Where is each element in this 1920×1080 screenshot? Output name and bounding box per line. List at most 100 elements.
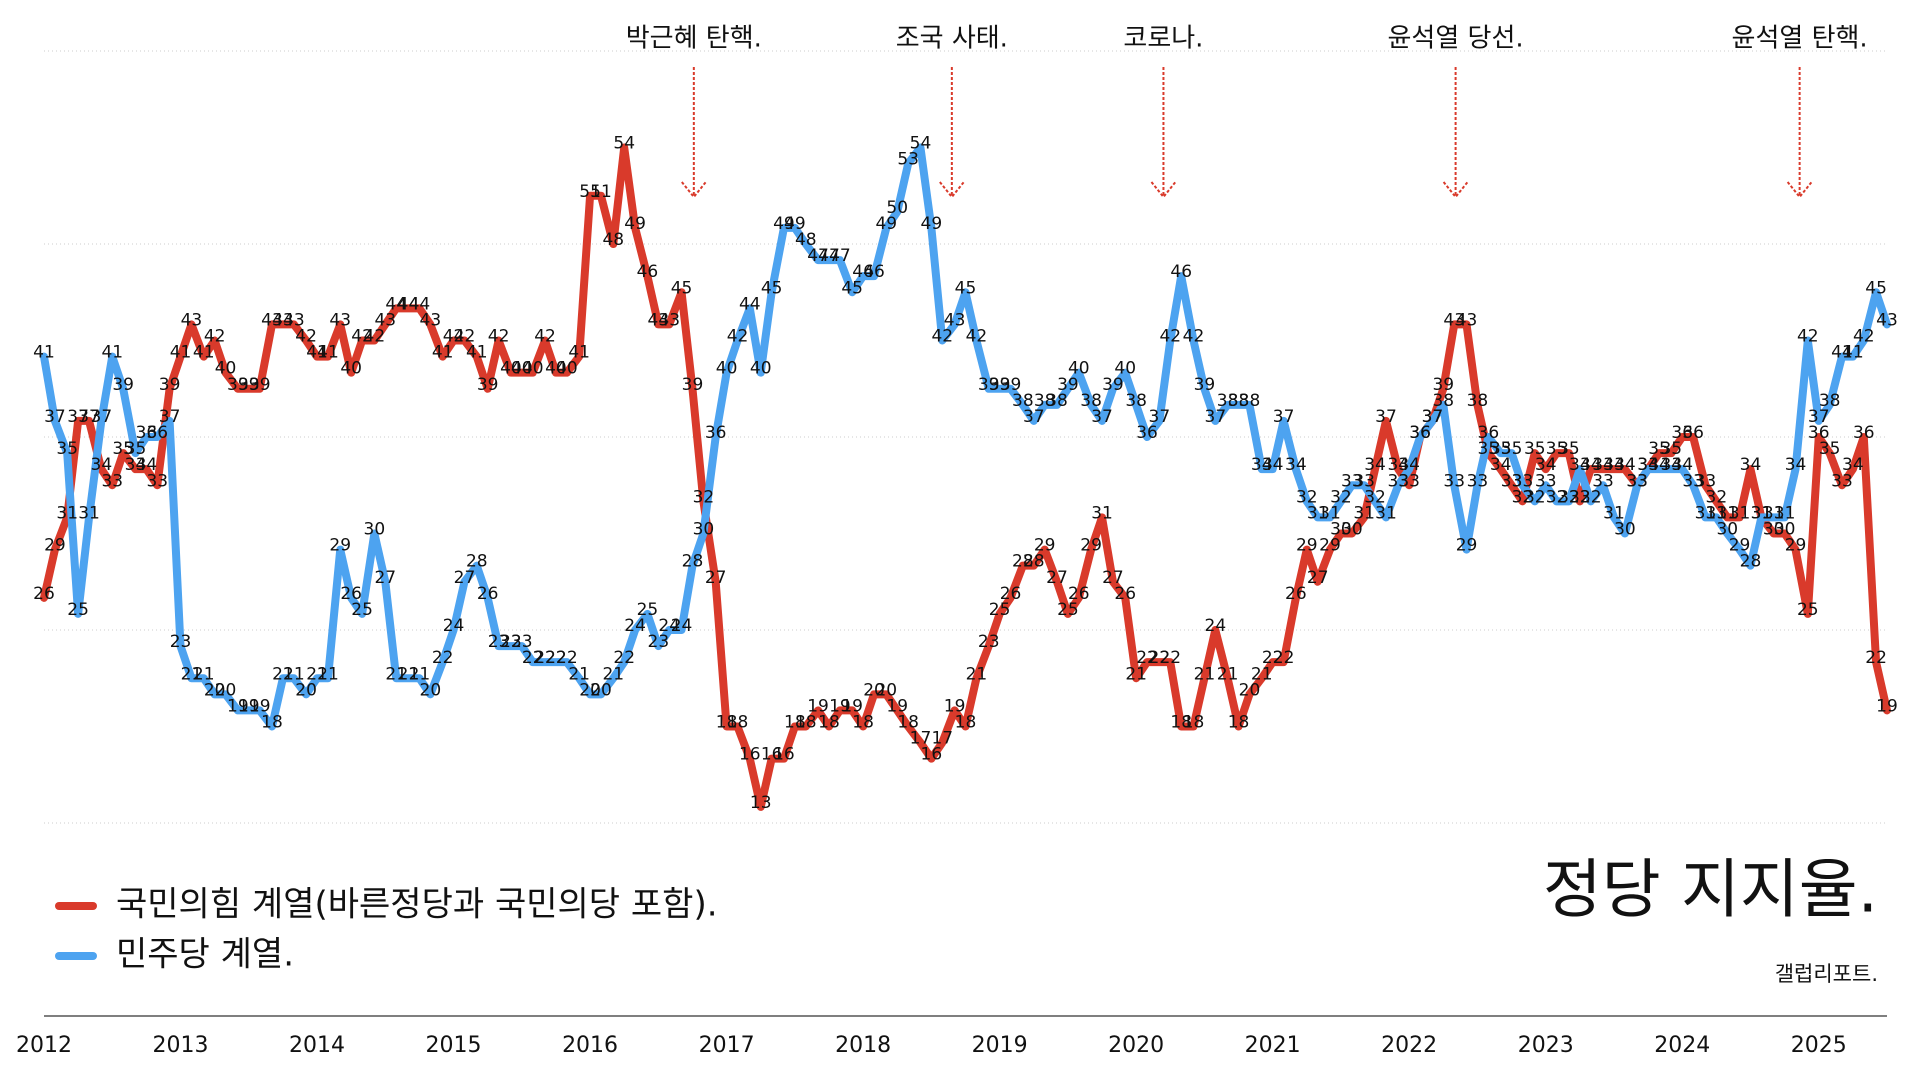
data-label: 37: [1023, 407, 1045, 427]
data-label: 23: [511, 632, 533, 652]
data-label: 25: [989, 600, 1011, 620]
data-label: 22: [1159, 648, 1181, 668]
data-label: 43: [1443, 310, 1465, 330]
data-label: 33: [1626, 471, 1648, 491]
data-label: 39: [1000, 375, 1022, 395]
data-label: 34: [1740, 455, 1762, 475]
annotation-arrowhead: [681, 181, 707, 199]
data-label: 33: [1443, 471, 1465, 491]
x-tick-label: 2025: [1791, 1033, 1847, 1058]
data-label: 20: [215, 680, 237, 700]
data-label: 34: [1251, 455, 1273, 475]
data-label: 44: [739, 294, 761, 314]
data-label: 41: [1831, 343, 1853, 363]
data-label: 21: [602, 664, 624, 684]
data-label: 22: [1149, 648, 1171, 668]
data-label: 36: [1808, 423, 1830, 443]
data-label: 43: [283, 310, 305, 330]
data-label: 45: [671, 278, 693, 298]
data-label: 16: [761, 745, 783, 765]
data-label: 22: [545, 648, 567, 668]
data-label: 17: [931, 729, 953, 749]
data-label: 43: [181, 310, 203, 330]
data-label: 22: [1865, 648, 1887, 668]
data-label: 35: [1501, 439, 1523, 459]
data-label: 35: [1660, 439, 1682, 459]
data-label: 21: [193, 664, 215, 684]
data-label: 30: [364, 520, 386, 540]
data-label: 24: [658, 616, 680, 636]
data-label: 38: [1125, 391, 1147, 411]
data-label: 46: [637, 262, 659, 282]
data-label: 21: [1125, 664, 1147, 684]
data-label: 34: [1660, 455, 1682, 475]
data-label: 37: [159, 407, 181, 427]
data-label: 20: [590, 680, 612, 700]
data-label: 31: [1603, 503, 1625, 523]
data-label: 32: [1580, 487, 1602, 507]
data-label: 38: [1034, 391, 1056, 411]
data-label: 42: [727, 327, 749, 347]
legend-label: 민주당 계열.: [116, 935, 294, 975]
data-label: 29: [1296, 536, 1318, 556]
x-tick-label: 2023: [1518, 1033, 1574, 1058]
data-label: 32: [1524, 487, 1546, 507]
data-label: 48: [602, 230, 624, 250]
data-label: 39: [682, 375, 704, 395]
data-label: 35: [1558, 439, 1580, 459]
data-label: 41: [170, 343, 192, 363]
data-label: 25: [637, 600, 659, 620]
data-label: 21: [1251, 664, 1273, 684]
data-label: 21: [398, 664, 420, 684]
data-label: 42: [488, 327, 510, 347]
data-label: 31: [56, 503, 78, 523]
data-label: 37: [78, 407, 100, 427]
data-label: 24: [1205, 616, 1227, 636]
data-label: 20: [863, 680, 885, 700]
data-label: 49: [624, 214, 646, 234]
data-label: 25: [351, 600, 373, 620]
data-label: 42: [931, 327, 953, 347]
data-label: 41: [466, 343, 488, 363]
data-label: 35: [1490, 439, 1512, 459]
data-label: 23: [500, 632, 522, 652]
data-label: 32: [1296, 487, 1318, 507]
data-label: 33: [1501, 471, 1523, 491]
data-label: 23: [978, 632, 1000, 652]
data-label: 36: [136, 423, 158, 443]
data-label: 47: [807, 246, 829, 266]
data-label: 18: [897, 713, 919, 733]
data-label: 43: [420, 310, 442, 330]
data-label: 38: [1012, 391, 1034, 411]
data-label: 26: [1068, 584, 1090, 604]
data-label: 33: [1695, 471, 1717, 491]
data-label: 21: [966, 664, 988, 684]
data-label: 37: [67, 407, 89, 427]
x-tick-label: 2014: [289, 1033, 345, 1058]
annotation-arrowhead: [939, 181, 965, 199]
data-label: 19: [1876, 696, 1898, 716]
data-label: 42: [1183, 327, 1205, 347]
data-label: 22: [522, 648, 544, 668]
data-label: 42: [1797, 327, 1819, 347]
data-label: 40: [215, 359, 237, 379]
x-tick-label: 2012: [16, 1033, 72, 1058]
x-tick-label: 2024: [1654, 1033, 1710, 1058]
data-label: 25: [1057, 600, 1079, 620]
data-label: 24: [624, 616, 646, 636]
data-label: 30: [1716, 520, 1738, 540]
data-label: 35: [1648, 439, 1670, 459]
data-label: 18: [716, 713, 738, 733]
data-label: 22: [1262, 648, 1284, 668]
data-label: 46: [1170, 262, 1192, 282]
data-label: 33: [1831, 471, 1853, 491]
data-label: 29: [1729, 536, 1751, 556]
data-label: 20: [295, 680, 317, 700]
data-label: 31: [1751, 503, 1773, 523]
data-label: 36: [705, 423, 727, 443]
data-label: 30: [1614, 520, 1636, 540]
data-label: 31: [78, 503, 100, 523]
data-label: 41: [432, 343, 454, 363]
data-label: 28: [1012, 552, 1034, 572]
data-label: 29: [1456, 536, 1478, 556]
